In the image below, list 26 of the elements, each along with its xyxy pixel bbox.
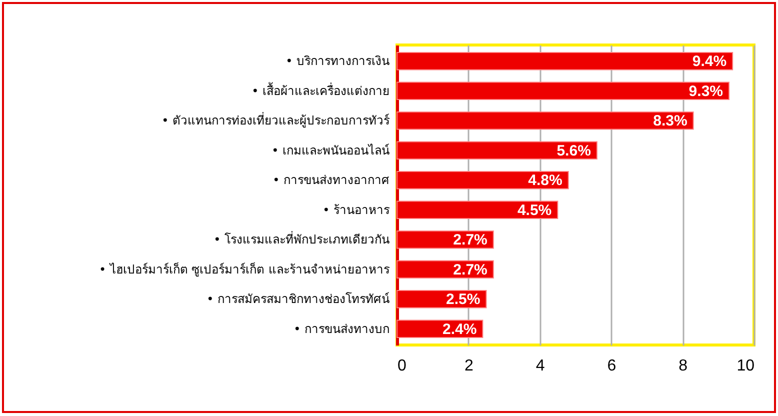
data-label: 4.8% [528, 172, 562, 190]
y-tick-label: • การขนส่งทางอากาศ [272, 173, 390, 188]
y-tick-label: • การสมัครสมาชิกทางช่องโทรทัศน์ [206, 292, 390, 306]
y-tick-label: • เกมและพนันออนไลน์ [272, 143, 390, 158]
data-label: 9.4% [692, 53, 727, 70]
x-tick-label: 0 [398, 358, 406, 374]
y-tick-label: • โรงแรมและที่พักประเภทเดียวกัน [214, 230, 390, 247]
y-tick-label: • ไฮเปอร์มาร์เก็ต ซูเปอร์มาร์เก็ต และร้านจำหน่ายอาหาร [98, 261, 390, 278]
data-label: 2.7% [453, 261, 488, 278]
data-label: 5.6% [556, 142, 591, 160]
y-tick-label: • ตัวแทนการท่องเที่ยวและผู้ประกอบการทัวร์ [162, 112, 390, 129]
y-tick-label: • บริการทางการเงิน [286, 54, 390, 68]
x-tick-label: 4 [536, 358, 545, 374]
data-label: 9.3% [688, 82, 724, 100]
y-tick-label: • เสื้อผ้าและเครื่องแต่งกาย [252, 82, 390, 98]
y-tick-label: • การขนส่งทางบก [294, 322, 390, 336]
data-label: 4.5% [517, 202, 552, 219]
data-label: 2.7% [453, 232, 488, 249]
x-tick-label: 6 [607, 358, 616, 374]
x-tick-label: 8 [678, 358, 688, 374]
x-tick-label: 10 [736, 358, 755, 374]
x-tick-label: 2 [464, 358, 474, 374]
y-tick-label: • ร้านอาหาร [322, 202, 390, 217]
data-label: 2.5% [446, 291, 480, 308]
data-label: 2.4% [442, 320, 477, 338]
data-label: 8.3% [653, 112, 688, 130]
